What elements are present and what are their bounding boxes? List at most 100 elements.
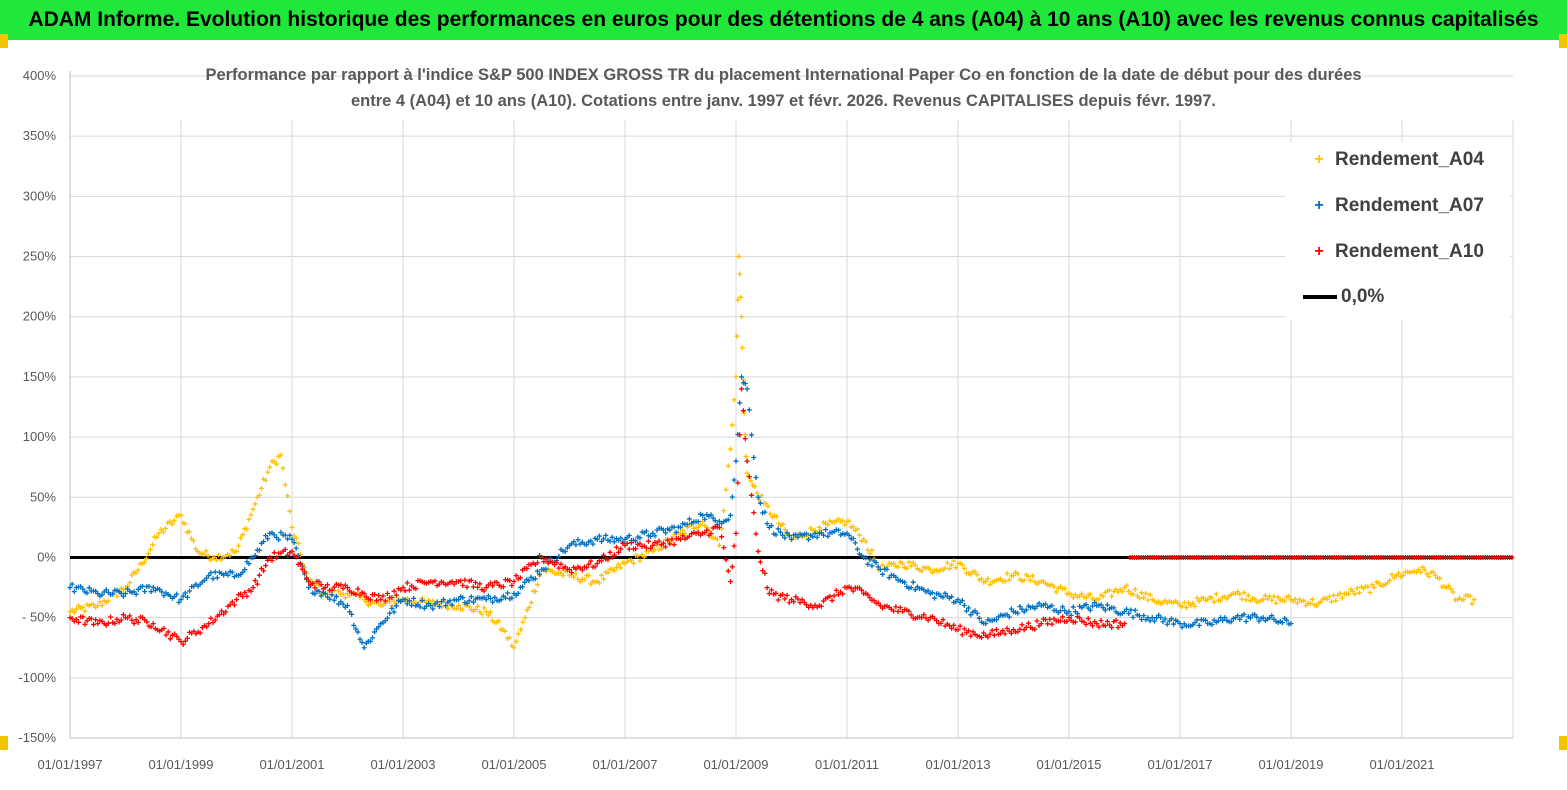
- data-point: [814, 604, 820, 610]
- data-point: [667, 541, 673, 547]
- data-point: [592, 564, 598, 570]
- data-point: [1391, 575, 1397, 581]
- data-point: [618, 565, 624, 571]
- data-point: [154, 534, 160, 540]
- data-point: [150, 542, 156, 548]
- data-point: [731, 543, 737, 549]
- data-point: [1006, 577, 1012, 583]
- data-point: [156, 530, 162, 536]
- data-point: [985, 634, 991, 640]
- data-point: [765, 503, 771, 509]
- x-tick-label: 01/01/1999: [148, 757, 213, 772]
- data-point: [1175, 619, 1181, 625]
- x-tick-label: 01/01/2009: [703, 757, 768, 772]
- data-point: [80, 614, 86, 620]
- x-tick-label: 01/01/2015: [1036, 757, 1101, 772]
- data-point: [1085, 616, 1091, 622]
- data-point: [968, 571, 974, 577]
- data-point: [114, 616, 120, 622]
- data-point: [968, 633, 974, 639]
- data-point: [784, 592, 790, 598]
- data-point: [1356, 590, 1362, 596]
- data-point: [751, 510, 757, 516]
- data-point: [1079, 591, 1085, 597]
- data-point: [1369, 582, 1375, 588]
- data-point: [891, 608, 897, 614]
- data-point: [411, 595, 417, 601]
- data-point: [925, 617, 931, 623]
- data-point: [919, 615, 925, 621]
- data-point: [1019, 622, 1025, 628]
- data-point: [573, 571, 579, 577]
- data-point: [541, 559, 547, 565]
- data-point: [865, 592, 871, 598]
- data-point: [579, 567, 585, 573]
- data-point: [998, 630, 1004, 636]
- data-point: [791, 599, 797, 605]
- data-point: [762, 509, 768, 515]
- data-point: [1396, 570, 1402, 576]
- data-point: [766, 591, 772, 597]
- data-point: [349, 611, 355, 617]
- data-point: [744, 386, 750, 392]
- data-point: [897, 578, 903, 584]
- data-point: [133, 570, 139, 576]
- data-point: [1008, 606, 1014, 612]
- y-tick-label: -100%: [18, 670, 56, 685]
- data-point: [854, 546, 860, 552]
- data-point: [859, 552, 865, 558]
- data-point: [376, 600, 382, 606]
- data-point: [191, 628, 197, 634]
- corner-marker: [0, 736, 8, 750]
- data-point: [210, 620, 216, 626]
- data-point: [596, 533, 602, 539]
- data-point: [613, 565, 619, 571]
- data-point: [1192, 603, 1198, 609]
- data-point: [208, 615, 214, 621]
- data-point: [1346, 591, 1352, 597]
- data-point: [1015, 571, 1021, 577]
- data-point: [1057, 608, 1063, 614]
- data-point: [865, 561, 871, 567]
- data-point: [1269, 597, 1275, 603]
- data-point: [69, 581, 75, 587]
- data-point: [731, 397, 737, 403]
- data-point: [594, 560, 600, 566]
- data-point: [133, 617, 139, 623]
- data-point: [520, 584, 526, 590]
- data-point: [875, 600, 881, 606]
- data-point: [1471, 597, 1477, 603]
- data-point: [537, 571, 543, 577]
- data-point: [1450, 589, 1456, 595]
- data-point: [708, 512, 714, 518]
- data-point: [1446, 583, 1452, 589]
- data-point: [291, 540, 297, 546]
- data-point: [1452, 597, 1458, 603]
- data-point: [248, 588, 254, 594]
- data-point: [338, 582, 344, 588]
- data-point: [464, 584, 470, 590]
- data-point: [628, 557, 634, 563]
- data-point: [667, 527, 673, 533]
- data-point: [949, 594, 955, 600]
- data-point: [869, 563, 875, 569]
- data-point: [543, 556, 549, 562]
- data-point: [774, 513, 780, 519]
- data-point: [513, 573, 519, 579]
- data-point: [114, 593, 120, 599]
- data-point: [1141, 613, 1147, 619]
- data-point: [1241, 611, 1247, 617]
- data-point: [312, 585, 318, 591]
- data-point: [575, 537, 581, 543]
- data-point: [854, 526, 860, 532]
- data-point: [906, 559, 912, 565]
- data-point: [511, 579, 517, 585]
- data-point: [372, 629, 378, 635]
- data-point: [835, 527, 841, 533]
- data-point: [1218, 598, 1224, 604]
- data-point: [353, 626, 359, 632]
- data-point: [1017, 603, 1023, 609]
- data-point: [1049, 621, 1055, 627]
- data-point: [246, 516, 252, 522]
- data-point: [620, 541, 626, 547]
